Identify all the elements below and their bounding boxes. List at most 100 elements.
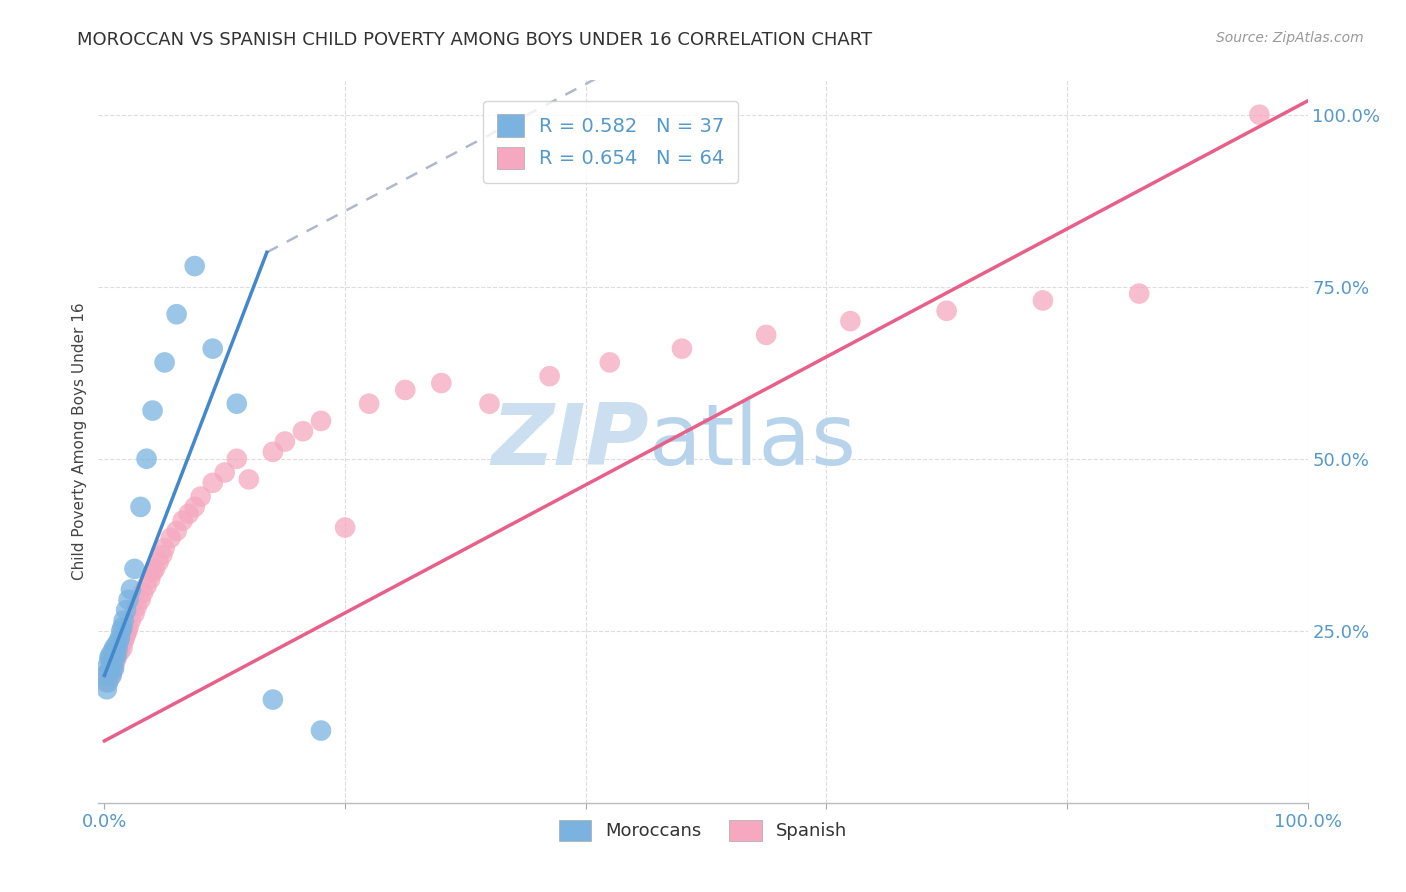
Point [309, 723, 332, 738]
Point [214, 466, 236, 480]
Point [104, 655, 127, 669]
Point [166, 524, 188, 538]
Point [103, 648, 125, 662]
Point [129, 500, 152, 514]
Point [839, 314, 862, 328]
Point [97, 675, 120, 690]
Point [100, 662, 122, 676]
Point [1249, 108, 1271, 122]
Point [538, 369, 561, 384]
Point [108, 644, 131, 658]
Point [112, 634, 135, 648]
Text: Source: ZipAtlas.com: Source: ZipAtlas.com [1216, 31, 1364, 45]
Point [172, 514, 194, 528]
Point [190, 490, 212, 504]
Point [291, 424, 314, 438]
Point [125, 599, 148, 614]
Point [100, 662, 122, 676]
Point [309, 414, 332, 428]
Point [101, 644, 124, 658]
Point [201, 342, 224, 356]
Point [183, 259, 205, 273]
Point [101, 658, 124, 673]
Text: ZIP: ZIP [491, 400, 648, 483]
Point [225, 397, 247, 411]
Point [108, 640, 131, 655]
Point [107, 648, 129, 662]
Point [143, 562, 166, 576]
Point [105, 651, 128, 665]
Point [599, 355, 621, 369]
Legend: Moroccans, Spanish: Moroccans, Spanish [551, 813, 855, 848]
Point [97, 665, 120, 679]
Point [108, 631, 131, 645]
Point [1032, 293, 1054, 308]
Point [755, 327, 778, 342]
Point [100, 655, 122, 669]
Point [108, 634, 131, 648]
Point [110, 638, 132, 652]
Point [262, 445, 284, 459]
Point [114, 631, 136, 645]
Point [333, 520, 356, 534]
Point [166, 307, 188, 321]
Point [104, 651, 127, 665]
Point [117, 592, 139, 607]
Point [153, 541, 176, 556]
Point [115, 603, 138, 617]
Point [117, 620, 139, 634]
Point [135, 579, 157, 593]
Point [98, 665, 121, 679]
Point [100, 651, 122, 665]
Point [110, 624, 132, 638]
Point [135, 451, 157, 466]
Point [105, 644, 128, 658]
Point [112, 614, 135, 628]
Point [124, 607, 146, 621]
Point [274, 434, 297, 449]
Point [94, 675, 117, 690]
Point [120, 582, 142, 597]
Point [132, 586, 155, 600]
Point [98, 651, 121, 665]
Point [124, 562, 146, 576]
Point [129, 592, 152, 607]
Point [103, 662, 125, 676]
Point [111, 620, 134, 634]
Point [100, 668, 122, 682]
Point [159, 531, 181, 545]
Point [94, 668, 117, 682]
Point [148, 555, 170, 569]
Point [100, 655, 122, 669]
Point [153, 355, 176, 369]
Point [142, 403, 165, 417]
Point [98, 672, 121, 686]
Point [115, 627, 138, 641]
Point [107, 640, 129, 655]
Point [142, 566, 165, 580]
Point [150, 548, 173, 562]
Point [359, 397, 381, 411]
Point [105, 648, 128, 662]
Point [120, 614, 142, 628]
Point [139, 572, 162, 586]
Point [430, 376, 453, 390]
Point [394, 383, 416, 397]
Point [105, 638, 128, 652]
Point [225, 451, 247, 466]
Point [103, 640, 125, 655]
Point [935, 303, 957, 318]
Point [100, 666, 122, 681]
Point [117, 624, 139, 638]
Point [97, 658, 120, 673]
Point [1128, 286, 1150, 301]
Point [100, 648, 122, 662]
Point [262, 692, 284, 706]
Point [111, 640, 134, 655]
Point [103, 658, 125, 673]
Point [183, 500, 205, 514]
Point [101, 662, 124, 676]
Point [96, 668, 118, 682]
Point [201, 475, 224, 490]
Text: atlas: atlas [648, 400, 856, 483]
